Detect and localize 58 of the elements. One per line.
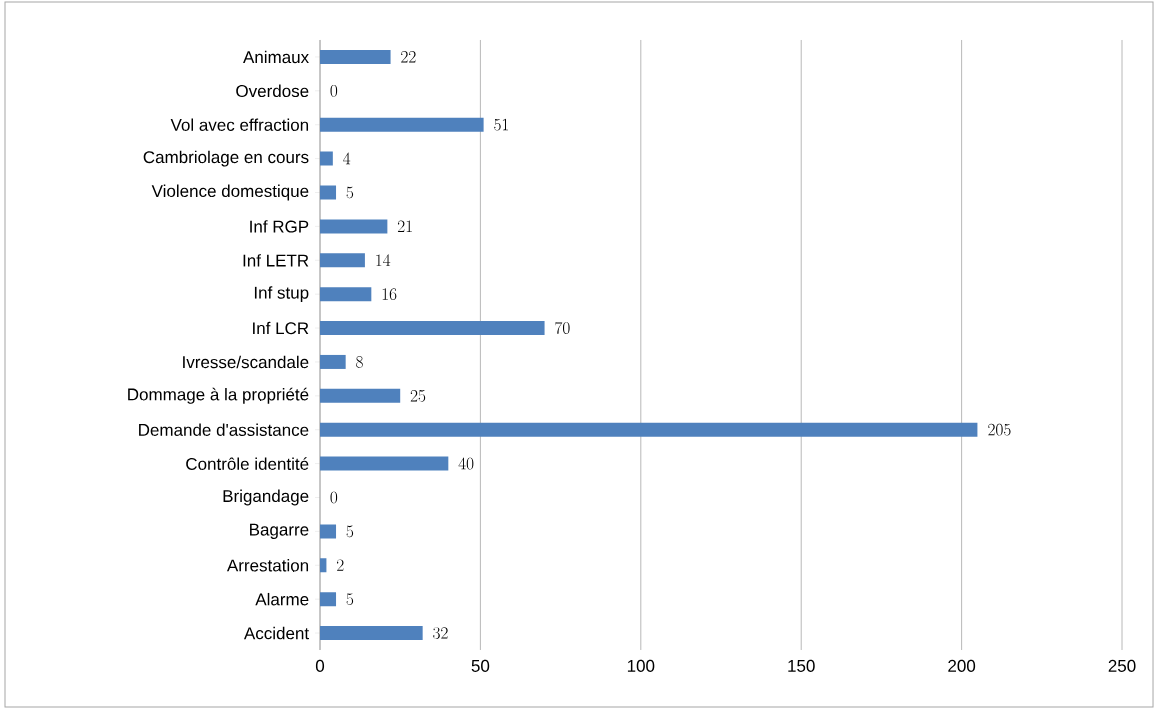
bar xyxy=(320,592,337,607)
x-tick-label: 200 xyxy=(948,659,976,672)
data-label: 205 xyxy=(988,423,1011,436)
bar xyxy=(320,287,372,302)
y-tick-label: Contrôle identité xyxy=(186,457,309,470)
y-tick-label: Vol avec effraction xyxy=(170,118,309,131)
data-label: 0 xyxy=(330,491,338,504)
data-label: 22 xyxy=(401,51,416,63)
data-label: 5 xyxy=(346,525,354,538)
data-label: 14 xyxy=(376,254,391,266)
bar xyxy=(320,253,365,268)
bar xyxy=(320,558,327,573)
bar xyxy=(320,456,449,471)
data-label: 70 xyxy=(555,321,570,334)
data-label: 8 xyxy=(356,356,363,368)
y-tick-label: Dommage à la propriété xyxy=(128,387,309,404)
y-tick-label: Demande d'assistance xyxy=(139,423,309,436)
data-label: 40 xyxy=(458,457,474,470)
data-label: 16 xyxy=(382,288,397,301)
y-tick-label: Brigandage xyxy=(223,489,309,506)
y-tick-label: Cambriolage en cours xyxy=(143,150,309,167)
data-label: 0 xyxy=(330,84,338,97)
bar xyxy=(320,117,484,132)
y-tick-label: Inf LETR xyxy=(243,254,309,267)
data-label: 21 xyxy=(397,220,412,232)
data-label: 51 xyxy=(494,118,509,131)
y-tick-label: Violence domestique xyxy=(151,184,309,201)
y-tick-label: Bagarre xyxy=(250,523,309,539)
bar xyxy=(320,151,333,166)
bar xyxy=(320,49,391,64)
data-label: 25 xyxy=(410,389,426,402)
x-tick-label: 100 xyxy=(627,659,655,672)
bar xyxy=(320,354,346,369)
bar xyxy=(320,626,423,641)
data-label: 32 xyxy=(433,627,448,639)
y-tick-label: Ivresse/scandale xyxy=(183,355,309,369)
x-tick-label: 250 xyxy=(1108,659,1136,672)
data-label: 5 xyxy=(346,593,354,606)
y-tick-label: Arrestation xyxy=(226,559,309,572)
y-tick-label: Alarme xyxy=(255,592,309,606)
y-tick-label: Inf RGP xyxy=(250,220,309,233)
y-tick-label: Inf LCR xyxy=(253,321,309,335)
bar xyxy=(320,185,337,200)
y-tick-label: Accident xyxy=(243,626,309,640)
x-tick-label: 0 xyxy=(315,659,325,672)
bar xyxy=(320,524,337,539)
bar xyxy=(320,422,978,437)
bar xyxy=(320,388,401,403)
x-tick-label: 150 xyxy=(788,659,815,672)
bar xyxy=(320,321,545,336)
data-label: 4 xyxy=(343,152,351,165)
y-tick-label: Inf stup xyxy=(254,286,309,303)
y-tick-label: Animaux xyxy=(243,50,309,64)
y-tick-label: Overdose xyxy=(236,84,309,98)
bar xyxy=(320,219,388,234)
data-label: 5 xyxy=(346,186,354,199)
data-label: 2 xyxy=(336,559,344,571)
x-tick-label: 50 xyxy=(471,659,490,672)
